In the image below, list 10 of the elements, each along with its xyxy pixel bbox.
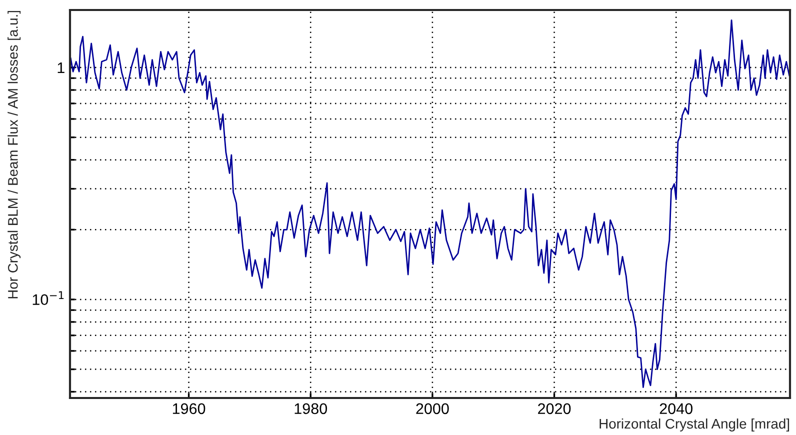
line-series: [70, 19, 790, 388]
y-tick-label: 1: [58, 62, 64, 74]
x-tick-label: 2040: [660, 403, 692, 414]
x-axis-title: Horizontal Crystal Angle [mrad]: [600, 418, 790, 432]
y-tick-label: 10$^{−1}$: [32, 291, 64, 306]
x-tick-label: 1980: [294, 403, 328, 414]
x-tick-label: 1960: [172, 403, 206, 414]
x-tick-label: 2020: [538, 403, 571, 414]
x-tick-label: 2000: [416, 403, 449, 414]
y-axis-title: Hor Crystal BLM / Beam Flux / AM losses [a.u.]: [8, 10, 21, 298]
